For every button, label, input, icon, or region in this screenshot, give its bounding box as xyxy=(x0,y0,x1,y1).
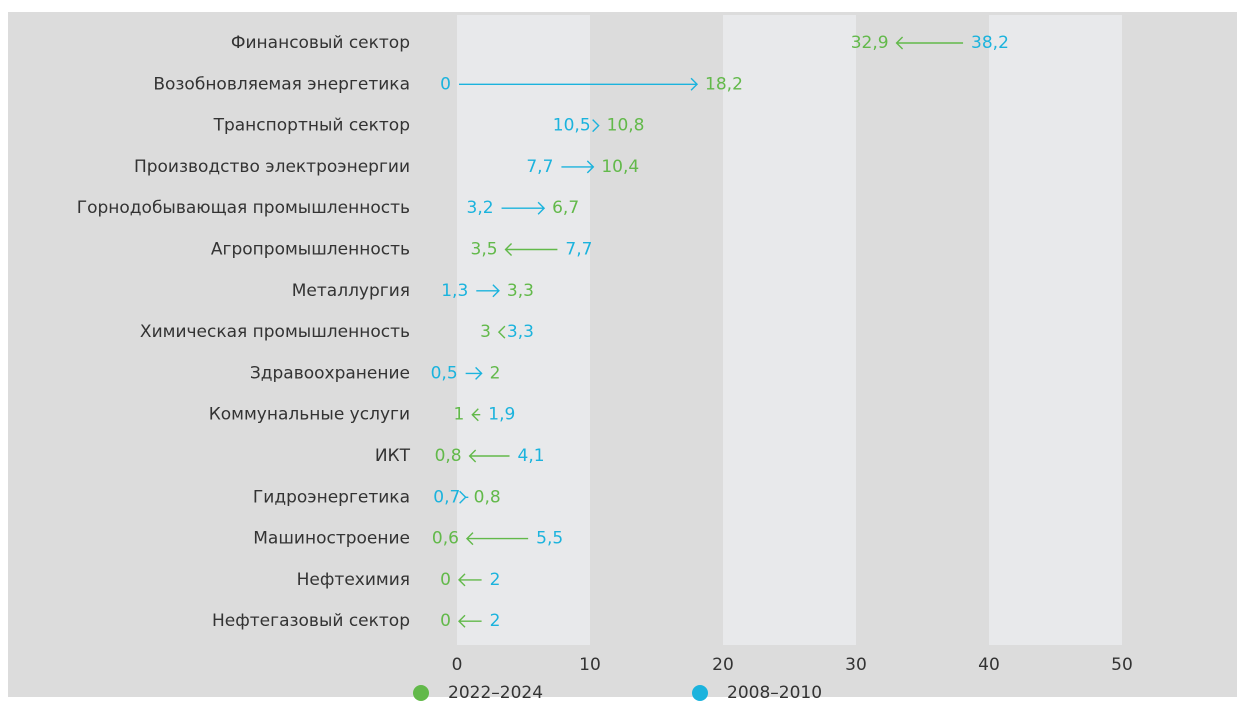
value-label: 2 xyxy=(490,363,501,383)
value-label: 18,2 xyxy=(705,74,743,94)
category-label: Металлургия xyxy=(292,281,410,301)
band xyxy=(989,15,1122,645)
value-label: 0 xyxy=(440,570,451,590)
arrow xyxy=(895,36,964,50)
arrow xyxy=(458,573,482,587)
value-label: 0,8 xyxy=(474,487,501,507)
x-tick-label: 10 xyxy=(579,655,601,675)
value-label: 4,1 xyxy=(518,446,545,466)
arrow xyxy=(458,614,482,628)
category-label: Производство электроэнергии xyxy=(134,157,410,177)
value-label: 0,8 xyxy=(435,446,462,466)
category-label: Нефтегазовый сектор xyxy=(212,611,410,631)
category-label: Нефтехимия xyxy=(297,570,410,590)
value-label: 0,7 xyxy=(433,487,460,507)
legend-label: 2022–2024 xyxy=(448,683,543,703)
value-label: 3 xyxy=(480,322,491,342)
category-label: Здравоохранение xyxy=(250,363,410,383)
arrow xyxy=(465,532,529,546)
category-label: Транспортный сектор xyxy=(213,116,410,136)
legend-label: 2008–2010 xyxy=(727,683,822,703)
arrow xyxy=(459,490,469,504)
arrow xyxy=(497,325,506,339)
value-label: 0 xyxy=(440,611,451,631)
category-label: Возобновляемая энергетика xyxy=(153,74,410,94)
value-label: 0,5 xyxy=(431,363,458,383)
value-label: 32,9 xyxy=(851,33,889,53)
value-label: 1,9 xyxy=(488,405,515,425)
x-tick-label: 50 xyxy=(1111,655,1133,675)
category-label: Машиностроение xyxy=(253,529,410,549)
arrow xyxy=(592,119,600,133)
value-label: 3,3 xyxy=(507,281,534,301)
category-label: Финансовый сектор xyxy=(231,33,410,53)
value-label: 7,7 xyxy=(526,157,553,177)
value-label: 3,3 xyxy=(507,322,534,342)
arrow xyxy=(561,160,595,174)
arrow xyxy=(468,449,510,463)
value-label: 3,2 xyxy=(467,198,494,218)
legend-marker xyxy=(413,685,429,701)
value-label: 1 xyxy=(453,405,464,425)
value-label: 10,5 xyxy=(553,116,591,136)
category-label: Гидроэнергетика xyxy=(253,487,410,507)
category-label: Коммунальные услуги xyxy=(209,405,410,425)
value-label: 2 xyxy=(490,611,501,631)
value-label: 10,8 xyxy=(607,116,645,136)
value-label: 0 xyxy=(440,74,451,94)
value-label: 3,5 xyxy=(471,240,498,260)
category-label: Химическая промышленность xyxy=(140,322,410,342)
x-tick-label: 20 xyxy=(712,655,734,675)
category-label: Горнодобывающая промышленность xyxy=(77,198,410,218)
legend-marker xyxy=(692,685,708,701)
x-tick-label: 30 xyxy=(845,655,867,675)
arrow xyxy=(465,366,483,380)
category-label: ИКТ xyxy=(375,446,411,466)
arrow xyxy=(459,77,699,91)
value-label: 7,7 xyxy=(565,240,592,260)
band xyxy=(723,15,856,645)
x-tick-label: 40 xyxy=(978,655,1000,675)
x-tick-label: 0 xyxy=(452,655,463,675)
arrow xyxy=(471,408,481,422)
value-label: 2 xyxy=(490,570,501,590)
value-label: 6,7 xyxy=(552,198,579,218)
value-label: 38,2 xyxy=(971,33,1009,53)
value-label: 0,6 xyxy=(432,529,459,549)
arrow xyxy=(504,243,558,256)
category-label: Агропромышленность xyxy=(211,240,410,260)
value-label: 10,4 xyxy=(601,157,639,177)
value-label: 1,3 xyxy=(441,281,468,301)
band xyxy=(457,15,590,645)
arrow xyxy=(476,284,500,298)
value-label: 5,5 xyxy=(536,529,563,549)
arrow xyxy=(501,201,546,215)
